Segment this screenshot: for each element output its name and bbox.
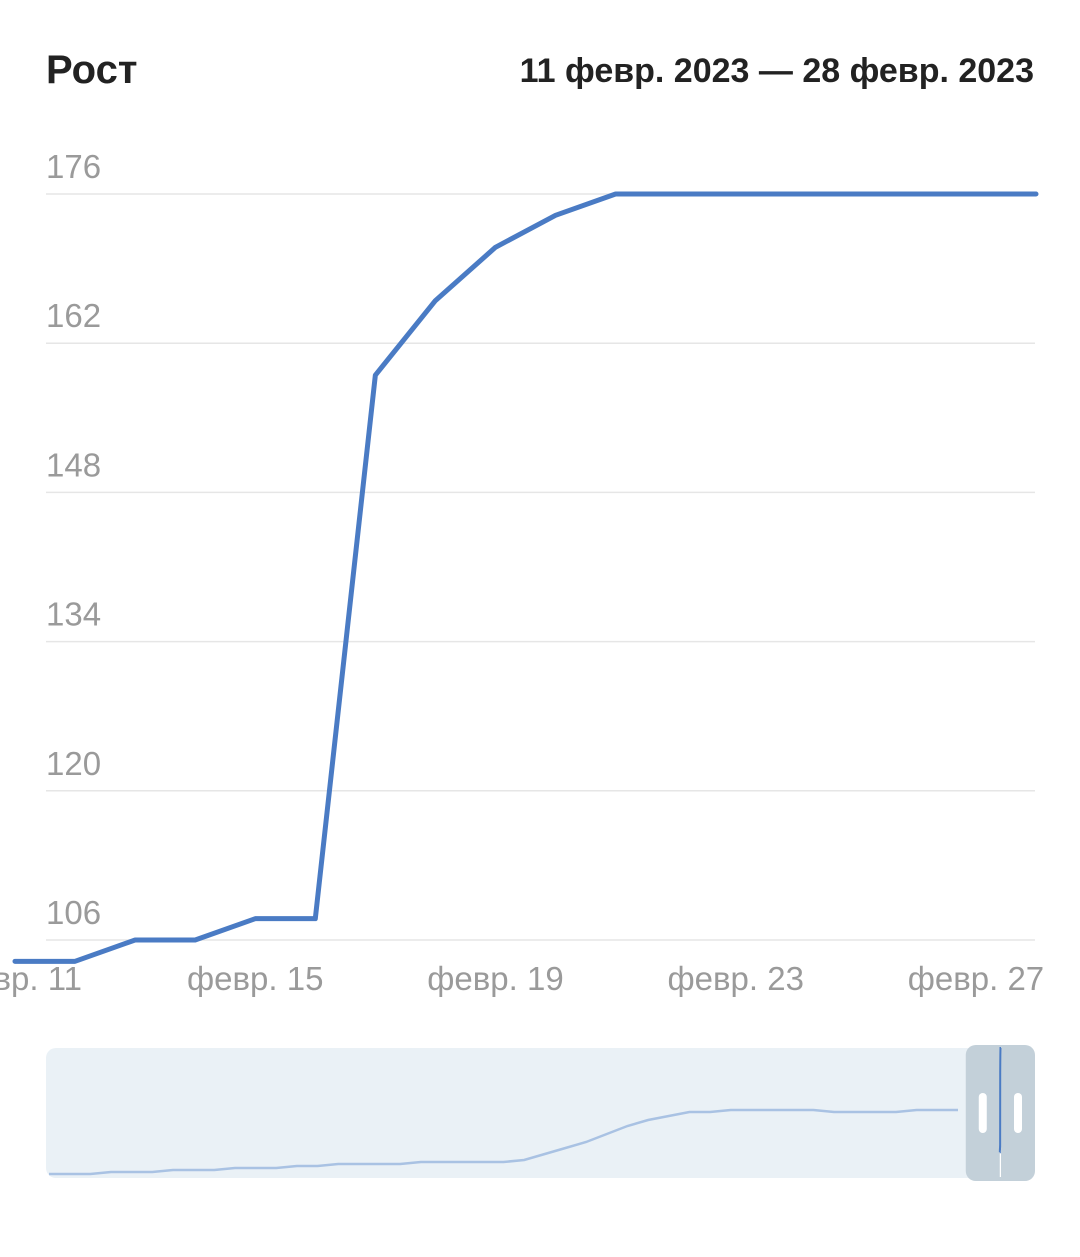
chart-series (12, 191, 1039, 964)
x-axis: февр. 11 февр. 15 февр. 19 февр. 23 февр. 27 (0, 960, 1044, 997)
x-tick-label: февр. 19 (427, 960, 563, 997)
navigator-background (46, 1048, 1035, 1178)
navigator-overview-line (49, 1108, 958, 1176)
chart-gridlines (46, 193, 1035, 941)
chart-title: Рост (46, 48, 138, 92)
range-navigator[interactable] (46, 1045, 1035, 1181)
date-range-label[interactable]: 11 февр. 2023 — 28 февр. 2023 (519, 52, 1034, 90)
navigator-right-handle[interactable] (1014, 1093, 1022, 1133)
x-tick-label: февр. 15 (187, 960, 323, 997)
y-tick-label: 120 (46, 745, 101, 782)
x-tick-label: февр. 27 (908, 960, 1044, 997)
navigator-selection-line (998, 1047, 1002, 1154)
navigator-left-handle[interactable] (978, 1093, 987, 1133)
y-tick-label: 106 (46, 894, 101, 931)
y-tick-label: 162 (46, 297, 101, 334)
y-tick-label: 176 (46, 148, 101, 185)
y-tick-label: 148 (46, 446, 101, 483)
series-line (12, 191, 1039, 964)
x-tick-label: февр. 11 (0, 960, 82, 997)
x-tick-label: февр. 23 (667, 960, 803, 997)
y-axis: 176 162 148 134 120 106 (46, 148, 101, 931)
chart-header: Рост 11 февр. 2023 — 28 февр. 2023 (46, 44, 1034, 104)
y-tick-label: 134 (46, 596, 101, 633)
